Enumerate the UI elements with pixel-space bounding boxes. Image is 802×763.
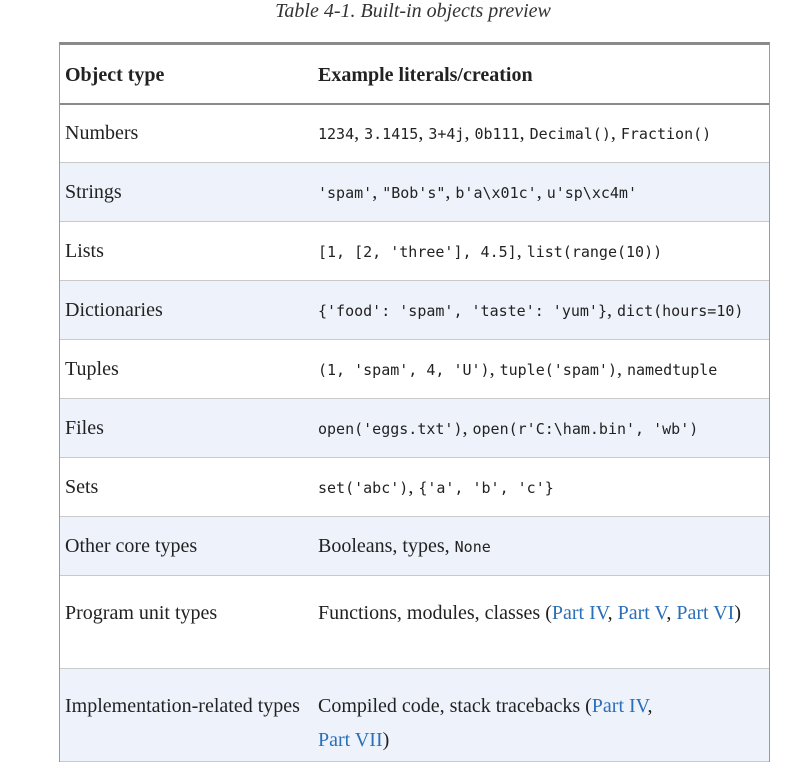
table-row: Sets set('abc'), {'a', 'b', 'c'} — [60, 458, 769, 517]
separator: , — [606, 298, 617, 321]
example-cell: set('abc'), {'a', 'b', 'c'} — [313, 458, 769, 516]
code-literal: {'a', 'b', 'c'} — [418, 478, 554, 497]
code-literal: dict(hours=10) — [616, 301, 744, 320]
code-literal: list(range(10)) — [526, 242, 663, 261]
separator: , — [536, 180, 547, 203]
code-literal: b'a\x01c' — [455, 183, 537, 202]
example-text: Functions, modules, classes ( — [318, 602, 552, 624]
part-vi-link[interactable]: Part VI — [676, 602, 735, 624]
table-row: Numbers 1234, 3.1415, 3+4j, 0b111, Decim… — [60, 105, 769, 163]
code-literal: open(r'C:\ham.bin', 'wb') — [472, 419, 699, 438]
object-type-cell: Dictionaries — [65, 298, 163, 321]
table-row: Files open('eggs.txt'), open(r'C:\ham.bi… — [60, 399, 769, 458]
separator: , — [372, 180, 383, 203]
object-type-cell: Program unit types — [65, 602, 218, 624]
example-cell: {'food': 'spam', 'taste': 'yum'}, dict(h… — [313, 281, 769, 339]
object-type-cell: Strings — [65, 180, 122, 203]
separator: , — [666, 602, 677, 624]
separator: , — [519, 122, 530, 144]
separator: , — [610, 122, 621, 144]
example-text: Booleans, types, — [318, 534, 455, 557]
example-cell: Booleans, types, None — [313, 517, 769, 575]
table-caption: Table 4-1. Built-in objects preview — [275, 0, 551, 22]
table-row: Strings 'spam', "Bob's", b'a\x01c', u'sp… — [60, 163, 769, 222]
example-cell: [1, [2, 'three'], 4.5], list(range(10)) — [313, 222, 769, 280]
code-literal: [1, [2, 'three'], 4.5] — [318, 242, 517, 261]
built-in-objects-table: Object type Example literals/creation Nu… — [59, 42, 770, 762]
table-row: Dictionaries {'food': 'spam', 'taste': '… — [60, 281, 769, 340]
table-row: Program unit types Functions, modules, c… — [60, 576, 769, 669]
table-header-row: Object type Example literals/creation — [60, 45, 769, 105]
code-literal: Decimal() — [529, 125, 611, 143]
separator: , — [418, 122, 429, 144]
header-object-type: Object type — [65, 63, 165, 86]
example-text: Compiled code, stack tracebacks ( — [318, 695, 592, 717]
part-vii-link[interactable]: Part VII — [318, 729, 383, 751]
code-literal: 3+4j — [428, 125, 465, 143]
example-cell: (1, 'spam', 4, 'U'), tuple('spam'), name… — [313, 340, 769, 398]
code-literal: 0b111 — [474, 125, 520, 143]
example-cell: Compiled code, stack tracebacks (Part IV… — [313, 669, 769, 761]
separator: , — [647, 695, 653, 717]
code-literal: 3.1415 — [364, 125, 419, 143]
table-row: Tuples (1, 'spam', 4, 'U'), tuple('spam'… — [60, 340, 769, 399]
closing-paren: ) — [734, 602, 741, 624]
separator: , — [617, 357, 627, 380]
separator: , — [462, 416, 473, 439]
code-literal: 'spam' — [318, 183, 373, 202]
object-type-cell: Tuples — [65, 357, 119, 380]
code-literal: tuple('spam') — [499, 360, 617, 379]
table-row: Other core types Booleans, types, None — [60, 517, 769, 576]
code-literal: open('eggs.txt') — [318, 419, 463, 438]
code-literal: "Bob's" — [382, 183, 446, 202]
code-literal: {'food': 'spam', 'taste': 'yum'} — [318, 301, 607, 320]
code-literal: u'sp\xc4m' — [546, 183, 637, 202]
example-cell: 'spam', "Bob's", b'a\x01c', u'sp\xc4m' — [313, 163, 769, 221]
part-iv-link[interactable]: Part IV — [591, 695, 648, 717]
object-type-cell: Other core types — [65, 534, 198, 557]
code-literal: Fraction() — [620, 125, 712, 143]
separator: , — [516, 239, 527, 262]
object-type-cell: Numbers — [65, 122, 139, 144]
separator: , — [408, 475, 419, 498]
closing-paren: ) — [382, 729, 390, 751]
table-row: Lists [1, [2, 'three'], 4.5], list(range… — [60, 222, 769, 281]
separator: , — [489, 357, 500, 380]
code-literal: namedtuple — [627, 360, 718, 379]
object-type-cell: Implementation-related types — [65, 695, 300, 717]
example-cell: Functions, modules, classes (Part IV, Pa… — [313, 576, 769, 668]
separator: , — [445, 180, 456, 203]
object-type-cell: Sets — [65, 475, 99, 498]
code-literal: 1234 — [318, 125, 355, 143]
example-cell: 1234, 3.1415, 3+4j, 0b111, Decimal(), Fr… — [313, 105, 769, 162]
code-literal: (1, 'spam', 4, 'U') — [318, 360, 490, 379]
separator: , — [607, 602, 618, 624]
table-row: Implementation-related types Compiled co… — [60, 669, 769, 762]
part-v-link[interactable]: Part V — [617, 602, 667, 624]
code-literal: None — [454, 537, 491, 556]
part-iv-link[interactable]: Part IV — [551, 602, 608, 624]
example-cell: open('eggs.txt'), open(r'C:\ham.bin', 'w… — [313, 399, 769, 457]
object-type-cell: Files — [65, 416, 104, 439]
object-type-cell: Lists — [65, 239, 104, 262]
header-example-literals: Example literals/creation — [318, 63, 533, 86]
separator: , — [464, 122, 475, 144]
separator: , — [354, 122, 365, 144]
code-literal: set('abc') — [318, 478, 409, 497]
